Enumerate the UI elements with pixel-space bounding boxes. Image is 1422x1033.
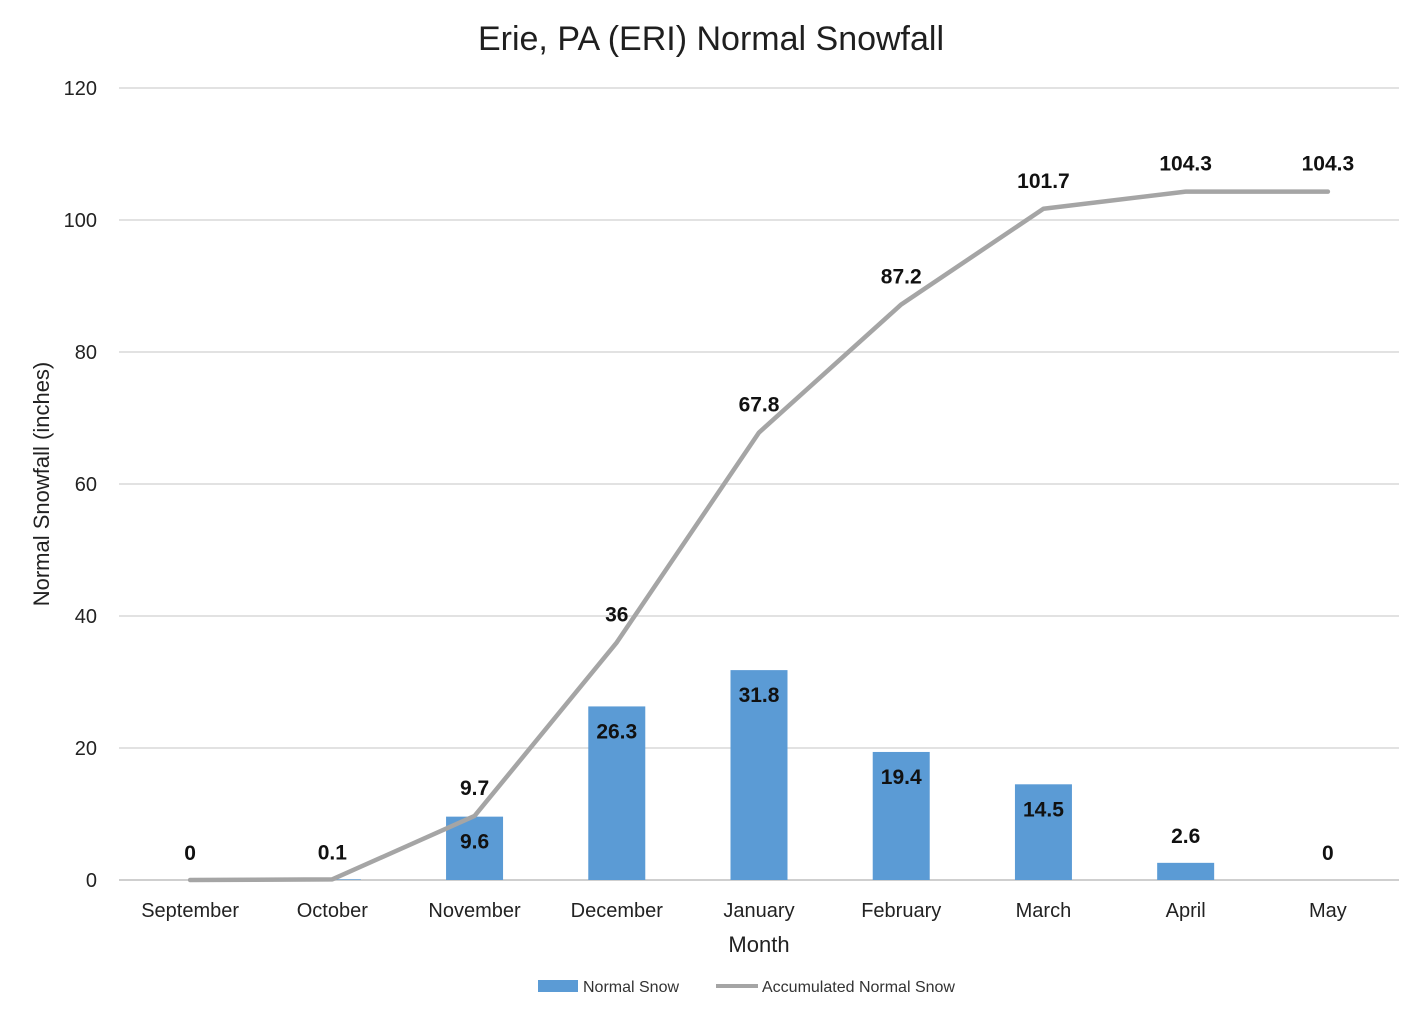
bar-data-label: 26.3 xyxy=(596,720,637,743)
bar-series xyxy=(303,670,1215,880)
x-axis-label: Month xyxy=(728,932,789,957)
x-tick-label: October xyxy=(297,900,368,922)
bar xyxy=(588,706,646,880)
bar-data-label: 0 xyxy=(184,842,196,865)
line-data-label: 104.3 xyxy=(1159,153,1212,176)
bar xyxy=(446,816,504,880)
x-tick-label: September xyxy=(141,900,239,922)
y-tick-label: 80 xyxy=(75,342,97,364)
bar xyxy=(872,751,930,880)
x-tick-label: April xyxy=(1166,900,1206,922)
line-data-label: 87.2 xyxy=(881,265,922,288)
y-tick-label: 100 xyxy=(64,210,97,232)
legend-swatch-normal-snow xyxy=(538,980,578,992)
bar-data-label: 2.6 xyxy=(1171,825,1200,848)
gridlines xyxy=(119,87,1399,881)
legend-label-normal-snow: Normal Snow xyxy=(583,979,679,996)
line-data-label: 9.7 xyxy=(460,777,489,800)
y-axis-ticks: 0 20 40 60 80 100 120 xyxy=(64,78,97,892)
y-tick-label: 120 xyxy=(64,78,97,100)
legend-label-accumulated: Accumulated Normal Snow xyxy=(762,979,955,996)
legend: Normal Snow Accumulated Normal Snow xyxy=(538,979,955,996)
x-tick-label: February xyxy=(861,900,941,922)
chart-title: Erie, PA (ERI) Normal Snowfall xyxy=(478,20,944,58)
line-series xyxy=(187,189,1331,883)
y-tick-label: 0 xyxy=(86,870,97,892)
bar-data-label: 0.1 xyxy=(318,841,348,864)
x-tick-label: December xyxy=(571,900,664,922)
bar xyxy=(1157,862,1215,880)
x-tick-label: January xyxy=(723,900,794,922)
bar-data-label: 31.8 xyxy=(739,684,780,707)
bar xyxy=(1014,784,1072,880)
bar-data-label: 0 xyxy=(1322,842,1334,865)
x-tick-label: May xyxy=(1309,900,1347,922)
y-tick-label: 40 xyxy=(75,606,97,628)
y-tick-label: 20 xyxy=(75,738,97,760)
line-data-label: 101.7 xyxy=(1017,170,1070,193)
data-labels: 0 0.1 9.6 26.3 31.8 19.4 14.5 2.6 0 9.7 36 67.8 87.2… xyxy=(184,153,1354,865)
bar-data-label: 9.6 xyxy=(460,831,489,854)
bar-data-label: 19.4 xyxy=(881,766,922,789)
line-data-label: 67.8 xyxy=(739,394,780,417)
x-axis-ticks: September October November December January F… xyxy=(141,900,1347,922)
line-data-label: 104.3 xyxy=(1302,153,1355,176)
bar xyxy=(730,670,788,880)
y-axis-label: Normal Snowfall (inches) xyxy=(29,362,54,607)
line-data-label: 36 xyxy=(605,603,628,626)
bar-data-label: 14.5 xyxy=(1023,798,1064,821)
y-tick-label: 60 xyxy=(75,474,97,496)
x-tick-label: March xyxy=(1016,900,1072,922)
x-tick-label: November xyxy=(428,900,521,922)
